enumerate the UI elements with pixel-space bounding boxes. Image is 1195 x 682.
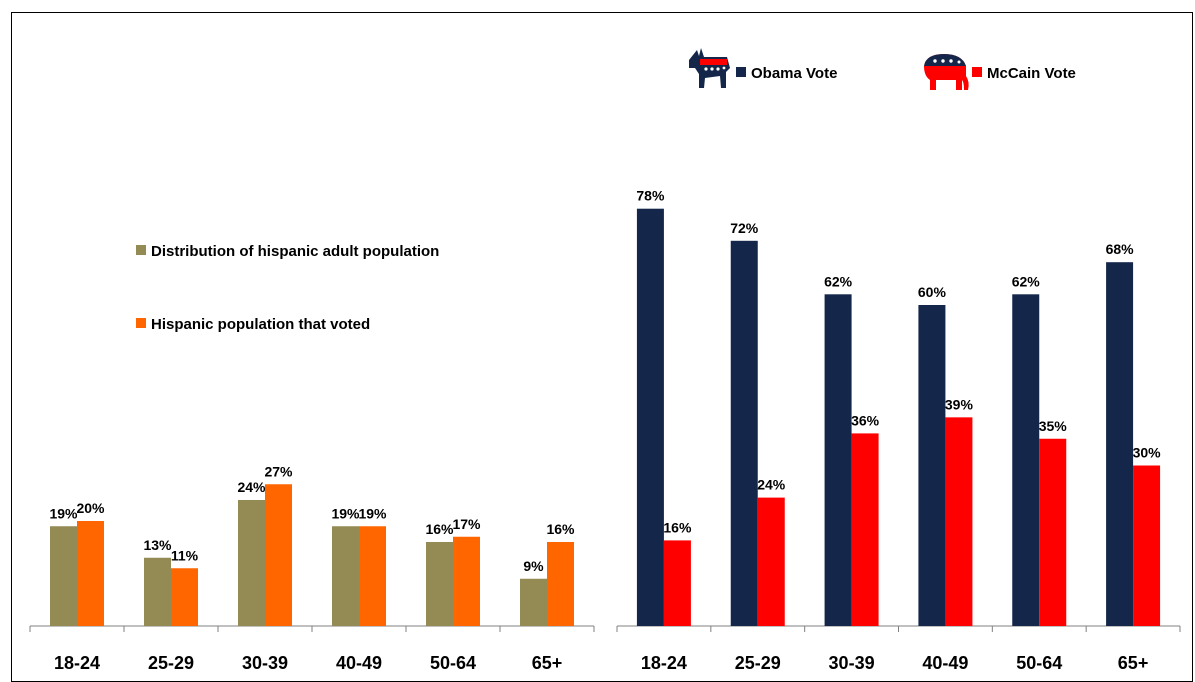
legend-label-mccain: McCain Vote bbox=[987, 65, 1076, 82]
x-tick-label: 65+ bbox=[1118, 653, 1149, 673]
data-label: 68% bbox=[1106, 241, 1135, 257]
data-label: 30% bbox=[1133, 445, 1162, 461]
bar-obama bbox=[730, 240, 758, 627]
data-label: 35% bbox=[1039, 418, 1068, 434]
bar-voted bbox=[265, 484, 292, 626]
bar-distribution bbox=[332, 526, 359, 626]
legend-label-obama: Obama Vote bbox=[751, 65, 837, 82]
bar-mccain bbox=[663, 540, 691, 626]
bar-mccain bbox=[757, 497, 785, 626]
data-label: 36% bbox=[851, 412, 880, 428]
data-label: 9% bbox=[523, 558, 544, 574]
data-label: 19% bbox=[358, 505, 387, 521]
data-label: 24% bbox=[237, 479, 266, 495]
legend-swatch-distribution bbox=[136, 245, 146, 255]
bar-voted bbox=[77, 521, 104, 626]
left-legend: Distribution of hispanic adult populatio… bbox=[136, 243, 439, 333]
democratic-donkey-icon bbox=[689, 48, 730, 88]
x-tick-label: 30-39 bbox=[242, 653, 288, 673]
bar-distribution bbox=[50, 526, 77, 626]
data-label: 13% bbox=[143, 537, 172, 553]
x-tick-label: 25-29 bbox=[735, 653, 781, 673]
data-label: 16% bbox=[546, 521, 575, 537]
legend-label-voted: Hispanic population that voted bbox=[151, 316, 370, 333]
x-tick-label: 30-39 bbox=[829, 653, 875, 673]
x-tick-label: 40-49 bbox=[922, 653, 968, 673]
x-tick-label: 25-29 bbox=[148, 653, 194, 673]
data-label: 11% bbox=[171, 547, 199, 563]
bar-distribution bbox=[238, 500, 265, 626]
bar-obama bbox=[636, 208, 664, 626]
legend-swatch-mccain bbox=[972, 67, 982, 77]
bar-obama bbox=[824, 294, 852, 626]
data-label: 16% bbox=[425, 521, 454, 537]
left-chart-plot: 18-2419%20%25-2913%11%30-3924%27%40-4919… bbox=[29, 463, 595, 673]
data-label: 60% bbox=[918, 284, 947, 300]
bar-distribution bbox=[426, 542, 453, 626]
bar-obama bbox=[1106, 262, 1134, 626]
data-label: 19% bbox=[49, 505, 78, 521]
data-label: 20% bbox=[76, 500, 105, 516]
bar-mccain bbox=[1039, 438, 1067, 626]
x-tick-label: 18-24 bbox=[641, 653, 687, 673]
data-label: 16% bbox=[663, 519, 692, 535]
data-label: 78% bbox=[636, 188, 665, 204]
bar-obama bbox=[918, 305, 946, 626]
bar-mccain bbox=[1133, 465, 1161, 626]
x-tick-label: 65+ bbox=[532, 653, 563, 673]
x-tick-label: 50-64 bbox=[430, 653, 476, 673]
data-label: 24% bbox=[757, 477, 786, 493]
bar-obama bbox=[1012, 294, 1040, 626]
legend-swatch-voted bbox=[136, 318, 146, 328]
x-tick-label: 18-24 bbox=[54, 653, 100, 673]
republican-elephant-icon bbox=[924, 54, 969, 90]
data-label: 72% bbox=[730, 220, 759, 236]
bar-voted bbox=[453, 536, 480, 626]
bar-distribution bbox=[520, 578, 547, 626]
data-label: 27% bbox=[264, 463, 293, 479]
bar-mccain bbox=[851, 433, 879, 626]
data-label: 17% bbox=[452, 516, 481, 532]
right-legend: Obama Vote McCain Vote bbox=[689, 48, 1076, 90]
bar-voted bbox=[171, 568, 198, 626]
x-tick-label: 50-64 bbox=[1016, 653, 1062, 673]
data-label: 62% bbox=[824, 273, 853, 289]
data-label: 19% bbox=[331, 505, 360, 521]
data-label: 62% bbox=[1012, 273, 1041, 289]
bar-mccain bbox=[945, 417, 973, 626]
bar-distribution bbox=[144, 557, 171, 626]
bar-voted bbox=[547, 542, 574, 626]
x-tick-label: 40-49 bbox=[336, 653, 382, 673]
right-chart-plot: 18-24 78% 16% 25-29 72% 24% 30-39 62% 36% 40-49 60… bbox=[616, 188, 1181, 673]
bar-voted bbox=[359, 526, 386, 626]
data-label: 39% bbox=[945, 396, 974, 412]
legend-swatch-obama bbox=[736, 67, 746, 77]
legend-label-distribution: Distribution of hispanic adult populatio… bbox=[151, 243, 439, 260]
